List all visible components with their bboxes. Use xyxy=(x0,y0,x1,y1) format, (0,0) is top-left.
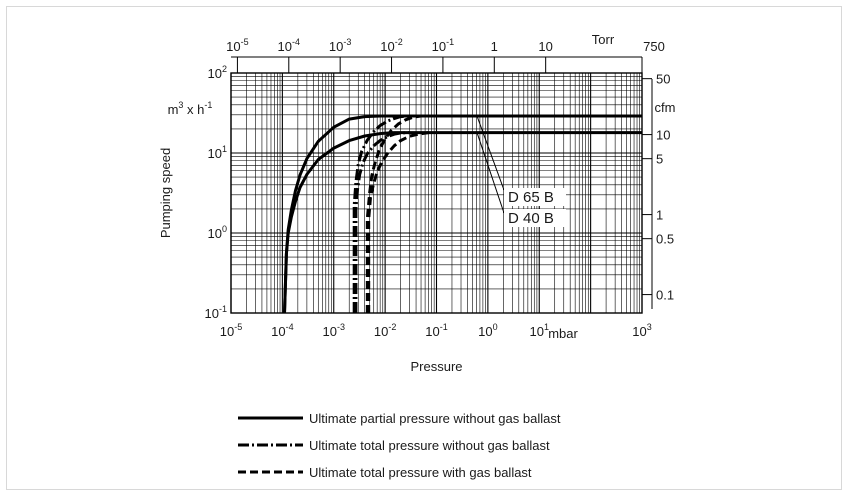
plot-border xyxy=(230,72,643,314)
x-tick-label: 10-2 xyxy=(374,322,396,339)
curve-label: D 65 B xyxy=(508,189,554,206)
curve-label-bg xyxy=(504,209,566,227)
ticks: 10-5 10-4 10-3 10-2 10-1 100 101 10310210110010… xyxy=(205,37,675,339)
legend: Ultimate partial pressure without gas ba… xyxy=(238,411,561,480)
y-axis-label: Pumping speed xyxy=(158,148,173,238)
legend-label: Ultimate total pressure with gas ballast xyxy=(309,465,532,480)
y-tick-label: 10-1 xyxy=(205,304,227,321)
legend-label: Ultimate partial pressure without gas ba… xyxy=(309,411,561,426)
pumping-speed-chart: 10-5 10-4 10-3 10-2 10-1 100 101 10310210110010… xyxy=(158,32,675,480)
series-line-dashed-d-40-b xyxy=(367,131,429,313)
top-axis-tick-label: 10-5 xyxy=(226,37,248,54)
figure-frame: 10-5 10-4 10-3 10-2 10-1 100 101 103 102 101 100 10… xyxy=(6,6,842,490)
right-axis-tick-label: 0.5 xyxy=(656,232,674,247)
curve-leader-line xyxy=(476,132,505,214)
series-line-solid-d-40-b xyxy=(283,131,642,314)
top-axis-tick-label: 10-2 xyxy=(380,37,402,54)
top-axis-tick-label: 1 xyxy=(491,39,498,54)
right-axis-tick-label: 1 xyxy=(656,208,663,223)
axis-labels: mbar m3 x h-1 Pressure Pumping speed Torr cfm xyxy=(158,32,675,374)
legend-label: Ultimate total pressure without gas ball… xyxy=(309,438,550,453)
series-group xyxy=(283,114,642,314)
top-axis-tick-label: 750 xyxy=(643,39,665,54)
x-axis-label: Pressure xyxy=(410,359,462,374)
x-tick-label: 103 xyxy=(632,322,651,339)
x-unit-label: mbar xyxy=(548,326,578,341)
annotations: D 65 B D 40 B xyxy=(476,115,566,227)
x-tick-label: 10-1 xyxy=(425,322,447,339)
series-line-dashed-d-65-b xyxy=(365,114,422,313)
right-axis-unit: cfm xyxy=(655,100,676,115)
y-tick-label: 102 xyxy=(208,64,227,81)
right-axis-tick-label: 0.1 xyxy=(656,288,674,303)
top-axis-tick-label: 10 xyxy=(538,39,552,54)
right-axis-tick-label: 10 xyxy=(656,128,670,143)
series-line-dashdot-d-40-b xyxy=(354,131,410,313)
y-tick-label: 101 xyxy=(208,144,227,161)
y-unit-label: m3 x h-1 xyxy=(168,100,213,117)
top-axis-tick-label: 10-4 xyxy=(278,37,300,54)
right-axis-tick-label: 50 xyxy=(656,72,670,87)
x-tick-label: 10-3 xyxy=(323,322,345,339)
grid xyxy=(230,73,642,314)
curve-label-bg xyxy=(504,188,566,206)
curve-leader-line xyxy=(476,115,505,191)
x-tick-label: 101 xyxy=(530,322,549,339)
x-tick-label: 100 xyxy=(478,322,497,339)
right-axis-tick-label: 5 xyxy=(656,152,663,167)
top-axis-tick-label: 10-1 xyxy=(432,37,454,54)
x-tick-label: 10-4 xyxy=(271,322,293,339)
top-axis-tick-label: 10-3 xyxy=(329,37,351,54)
y-tick-label: 100 xyxy=(208,224,227,241)
x-tick-label: 10-5 xyxy=(220,322,242,339)
curve-label: D 40 B xyxy=(508,210,554,227)
top-axis-unit: Torr xyxy=(592,32,615,47)
series-line-dashdot-d-65-b xyxy=(352,114,410,313)
